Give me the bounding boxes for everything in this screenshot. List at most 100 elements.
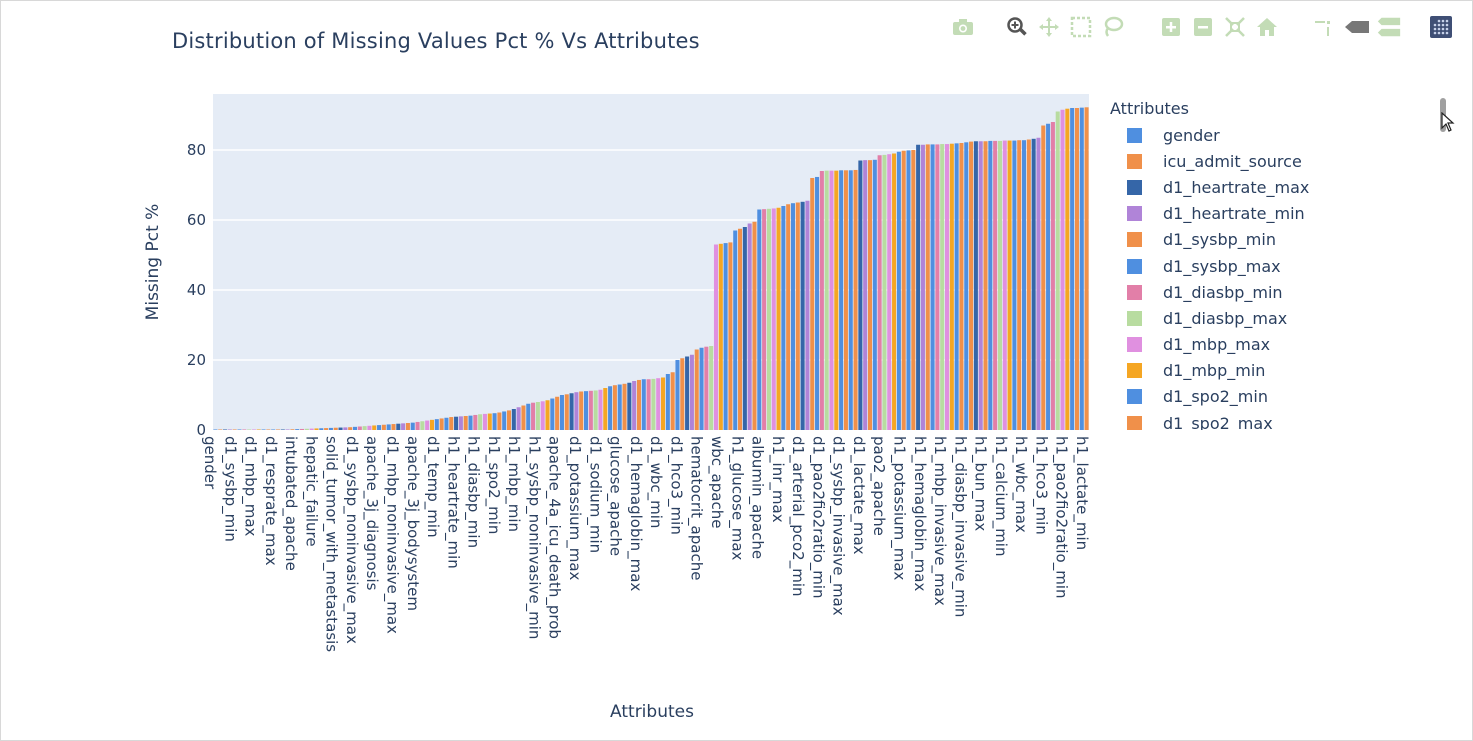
bar[interactable] — [391, 424, 396, 430]
bar[interactable] — [887, 154, 892, 430]
bar[interactable] — [997, 140, 1002, 430]
bar[interactable] — [1022, 140, 1027, 430]
hover-closest-icon[interactable] — [1344, 14, 1370, 40]
bar[interactable] — [237, 429, 242, 430]
bar[interactable] — [304, 428, 309, 430]
bar[interactable] — [810, 178, 815, 430]
bar[interactable] — [824, 170, 829, 430]
legend-item[interactable]: gender — [1110, 122, 1360, 148]
legend-item[interactable]: d1_sysbp_max — [1110, 253, 1360, 279]
bar[interactable] — [593, 390, 598, 430]
bar[interactable] — [511, 409, 516, 430]
bar[interactable] — [1070, 108, 1075, 430]
bar[interactable] — [949, 143, 954, 430]
bar[interactable] — [675, 360, 680, 430]
bar[interactable] — [969, 141, 974, 430]
bar[interactable] — [916, 144, 921, 430]
bar[interactable] — [709, 346, 714, 430]
bar[interactable] — [723, 243, 728, 430]
bar[interactable] — [728, 242, 733, 430]
bar[interactable] — [381, 424, 386, 430]
bar[interactable] — [425, 420, 430, 430]
bar[interactable] — [766, 208, 771, 430]
bar[interactable] — [1012, 140, 1017, 431]
bar[interactable] — [526, 403, 531, 430]
bar[interactable] — [415, 421, 420, 430]
bar[interactable] — [492, 413, 497, 430]
bar[interactable] — [757, 209, 762, 431]
bar[interactable] — [434, 419, 439, 430]
bar[interactable] — [882, 154, 887, 430]
bar[interactable] — [352, 426, 358, 430]
bar[interactable] — [223, 429, 228, 430]
bar[interactable] — [540, 401, 545, 430]
bar[interactable] — [439, 418, 444, 430]
bar[interactable] — [805, 200, 810, 430]
bar[interactable] — [867, 160, 873, 430]
bar[interactable] — [940, 144, 945, 431]
bar[interactable] — [993, 140, 998, 430]
bar[interactable] — [959, 143, 964, 430]
bar[interactable] — [309, 428, 314, 430]
bar[interactable] — [641, 379, 646, 430]
bar[interactable] — [1046, 123, 1051, 430]
bar[interactable] — [713, 244, 718, 431]
bar[interactable] — [661, 377, 666, 431]
bar[interactable] — [1055, 111, 1060, 431]
bar[interactable] — [285, 429, 290, 430]
bar[interactable] — [314, 428, 319, 430]
legend-item[interactable]: d1_diasbp_min — [1110, 279, 1360, 305]
bar[interactable] — [944, 144, 950, 431]
bar[interactable] — [1074, 108, 1079, 430]
bar[interactable] — [911, 150, 916, 430]
bar[interactable] — [449, 417, 454, 430]
bar[interactable] — [656, 378, 661, 430]
bar[interactable] — [251, 429, 256, 430]
bar[interactable] — [1031, 138, 1036, 431]
bar[interactable] — [338, 427, 343, 430]
legend-item[interactable]: d1_spo2_max — [1110, 410, 1360, 430]
bar[interactable] — [502, 411, 507, 430]
bar[interactable] — [588, 390, 593, 430]
legend-item[interactable]: d1_diasbp_max — [1110, 305, 1360, 331]
bar[interactable] — [468, 415, 473, 430]
bar[interactable] — [429, 419, 435, 430]
bar[interactable] — [795, 202, 800, 431]
bar[interactable] — [232, 429, 237, 430]
bar[interactable] — [930, 144, 935, 430]
bar[interactable] — [328, 427, 333, 430]
bar[interactable] — [815, 176, 820, 430]
bar[interactable] — [386, 424, 391, 430]
legend-item[interactable]: d1_mbp_min — [1110, 358, 1360, 384]
camera-icon[interactable] — [950, 14, 976, 40]
plotly-logo-icon[interactable] — [1428, 14, 1454, 40]
bar[interactable] — [1079, 107, 1084, 431]
bar[interactable] — [829, 170, 834, 430]
bar[interactable] — [1026, 139, 1031, 431]
zoom-icon[interactable] — [1004, 14, 1030, 40]
bar[interactable] — [227, 429, 232, 430]
reset-axes-icon[interactable] — [1254, 14, 1280, 40]
bar[interactable] — [771, 208, 776, 430]
bar[interactable] — [372, 425, 377, 430]
bar[interactable] — [694, 349, 699, 431]
bar[interactable] — [636, 379, 641, 430]
bar[interactable] — [405, 423, 410, 430]
bar[interactable] — [280, 429, 285, 430]
bar[interactable] — [920, 144, 925, 430]
bar[interactable] — [612, 385, 617, 430]
bar[interactable] — [362, 426, 367, 430]
bar[interactable] — [295, 429, 300, 430]
bar[interactable] — [617, 384, 622, 431]
bar[interactable] — [1084, 107, 1089, 431]
bar[interactable] — [333, 427, 338, 430]
bar[interactable] — [892, 153, 897, 431]
bar[interactable] — [218, 429, 223, 430]
bar[interactable] — [521, 405, 526, 431]
bar[interactable] — [545, 400, 550, 430]
bar[interactable] — [343, 427, 348, 430]
bar[interactable] — [598, 389, 603, 430]
bar[interactable] — [213, 429, 218, 430]
legend-item[interactable]: d1_heartrate_min — [1110, 201, 1360, 227]
bar[interactable] — [689, 354, 694, 430]
